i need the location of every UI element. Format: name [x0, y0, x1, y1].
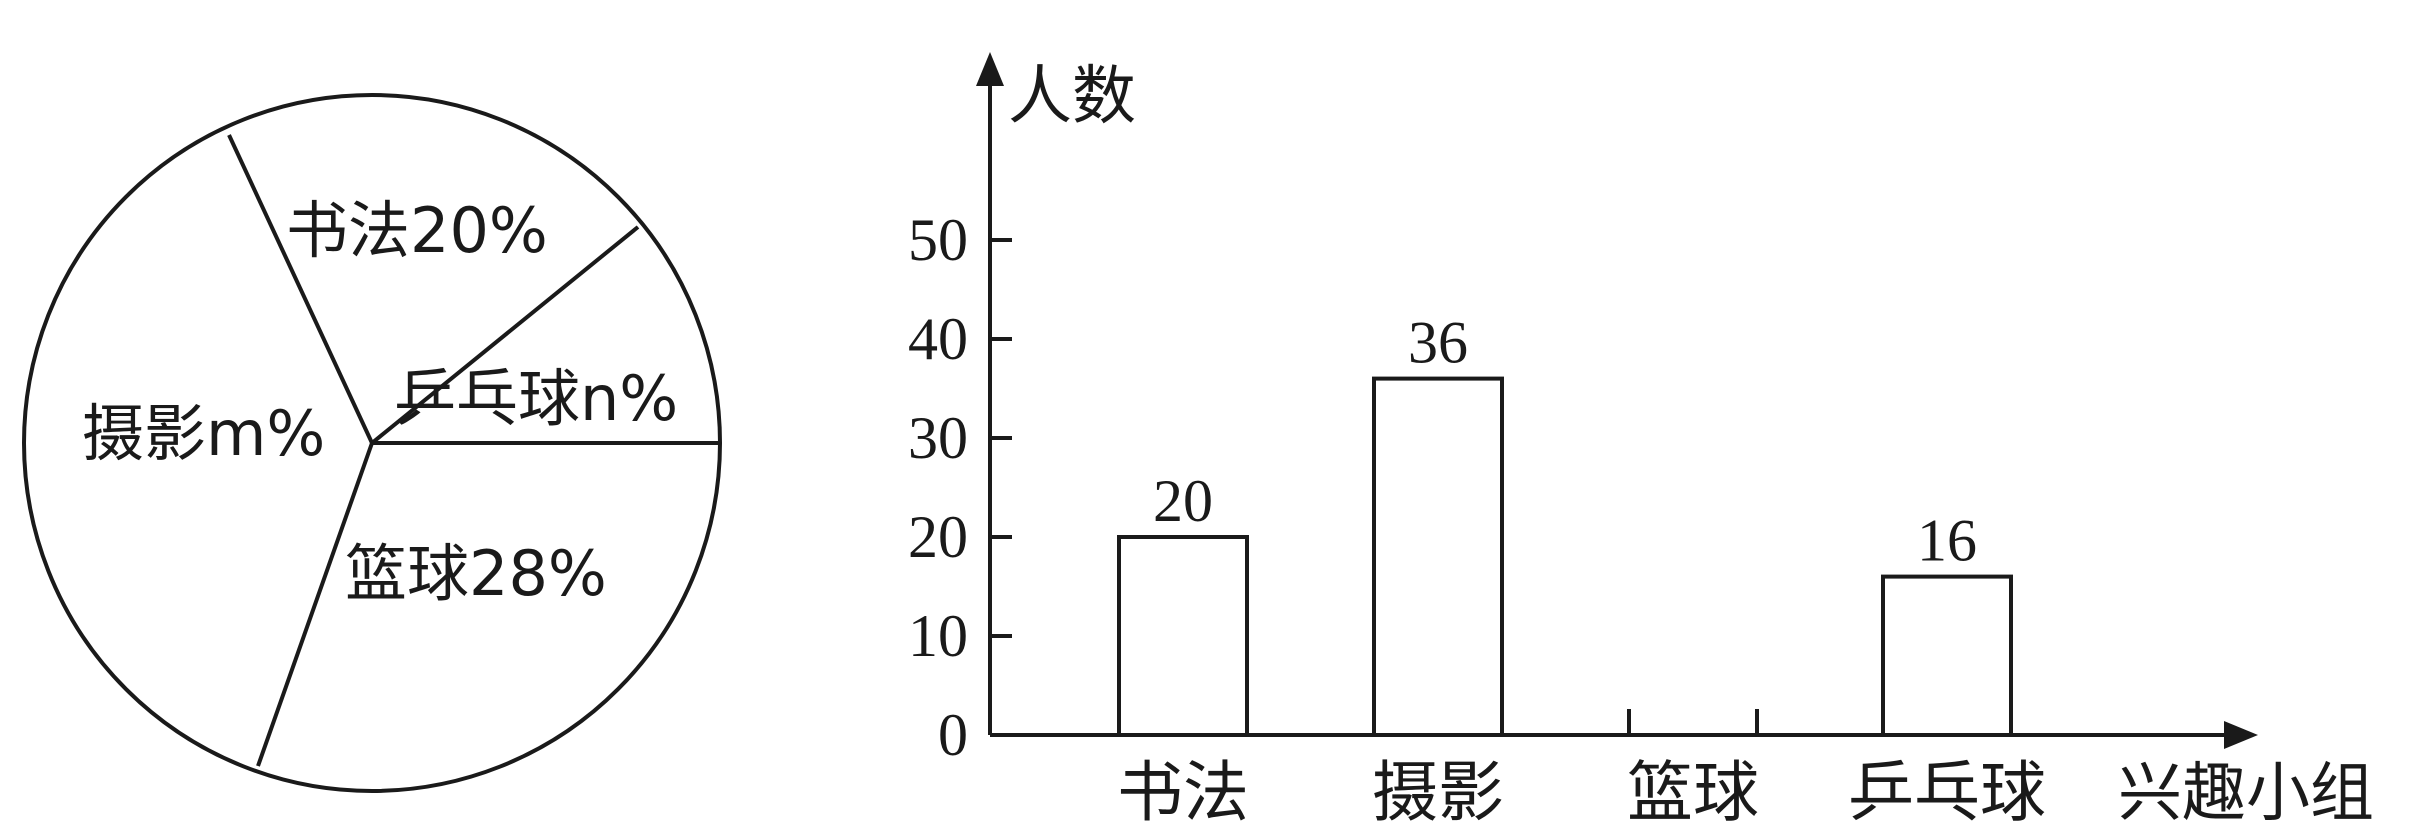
y-tick-label: 10	[908, 603, 968, 669]
y-tick-label: 0	[938, 702, 968, 768]
bars	[1117, 376, 2013, 737]
pie-chart: 书法20% 乒乓球n% 篮球28% 摄影m%	[22, 93, 722, 793]
y-tick-label: 20	[908, 504, 968, 570]
bar-value-label: 20	[1153, 468, 1213, 534]
category-label: 书法	[1117, 754, 1249, 823]
pie-label-calligraphy: 书法20%	[286, 194, 548, 267]
x-axis-arrow	[2224, 721, 2258, 749]
pie-label-pingpong: 乒乓球n%	[394, 362, 678, 435]
value-labels: 20 36 16	[1153, 310, 1977, 574]
bar-chart: 0 10 20 30 40 50 20 36 16 书法 摄影 篮球 乒乓球 人数 兴趣小组	[908, 52, 2374, 823]
pie-divider-calligraphy-photography	[227, 134, 374, 444]
bar	[1372, 376, 1504, 737]
y-tick-label: 30	[908, 405, 968, 471]
pie-label-photography: 摄影m%	[82, 397, 325, 470]
category-label: 篮球	[1627, 754, 1759, 823]
bar-value-label: 36	[1408, 310, 1468, 376]
x-axis-title: 兴趣小组	[2118, 757, 2374, 823]
y-axis-arrow	[976, 52, 1004, 86]
category-labels: 书法 摄影 篮球 乒乓球	[1117, 754, 2046, 823]
y-tick-label: 40	[908, 306, 968, 372]
pie-label-basketball: 篮球28%	[345, 537, 607, 610]
category-label: 摄影	[1372, 754, 1504, 823]
pie-divider-calligraphy-pingpong	[370, 225, 640, 445]
y-axis-title: 人数	[1008, 60, 1136, 134]
pie-divider-basketball-photography	[256, 442, 374, 767]
category-label: 乒乓球	[1848, 754, 2046, 823]
y-tick-label: 50	[908, 207, 968, 273]
bar	[1881, 574, 2013, 737]
bar-axes	[976, 52, 2258, 749]
y-ticks: 0 10 20 30 40 50	[908, 207, 1012, 768]
bar-value-label: 16	[1917, 508, 1977, 574]
bar	[1117, 535, 1249, 737]
